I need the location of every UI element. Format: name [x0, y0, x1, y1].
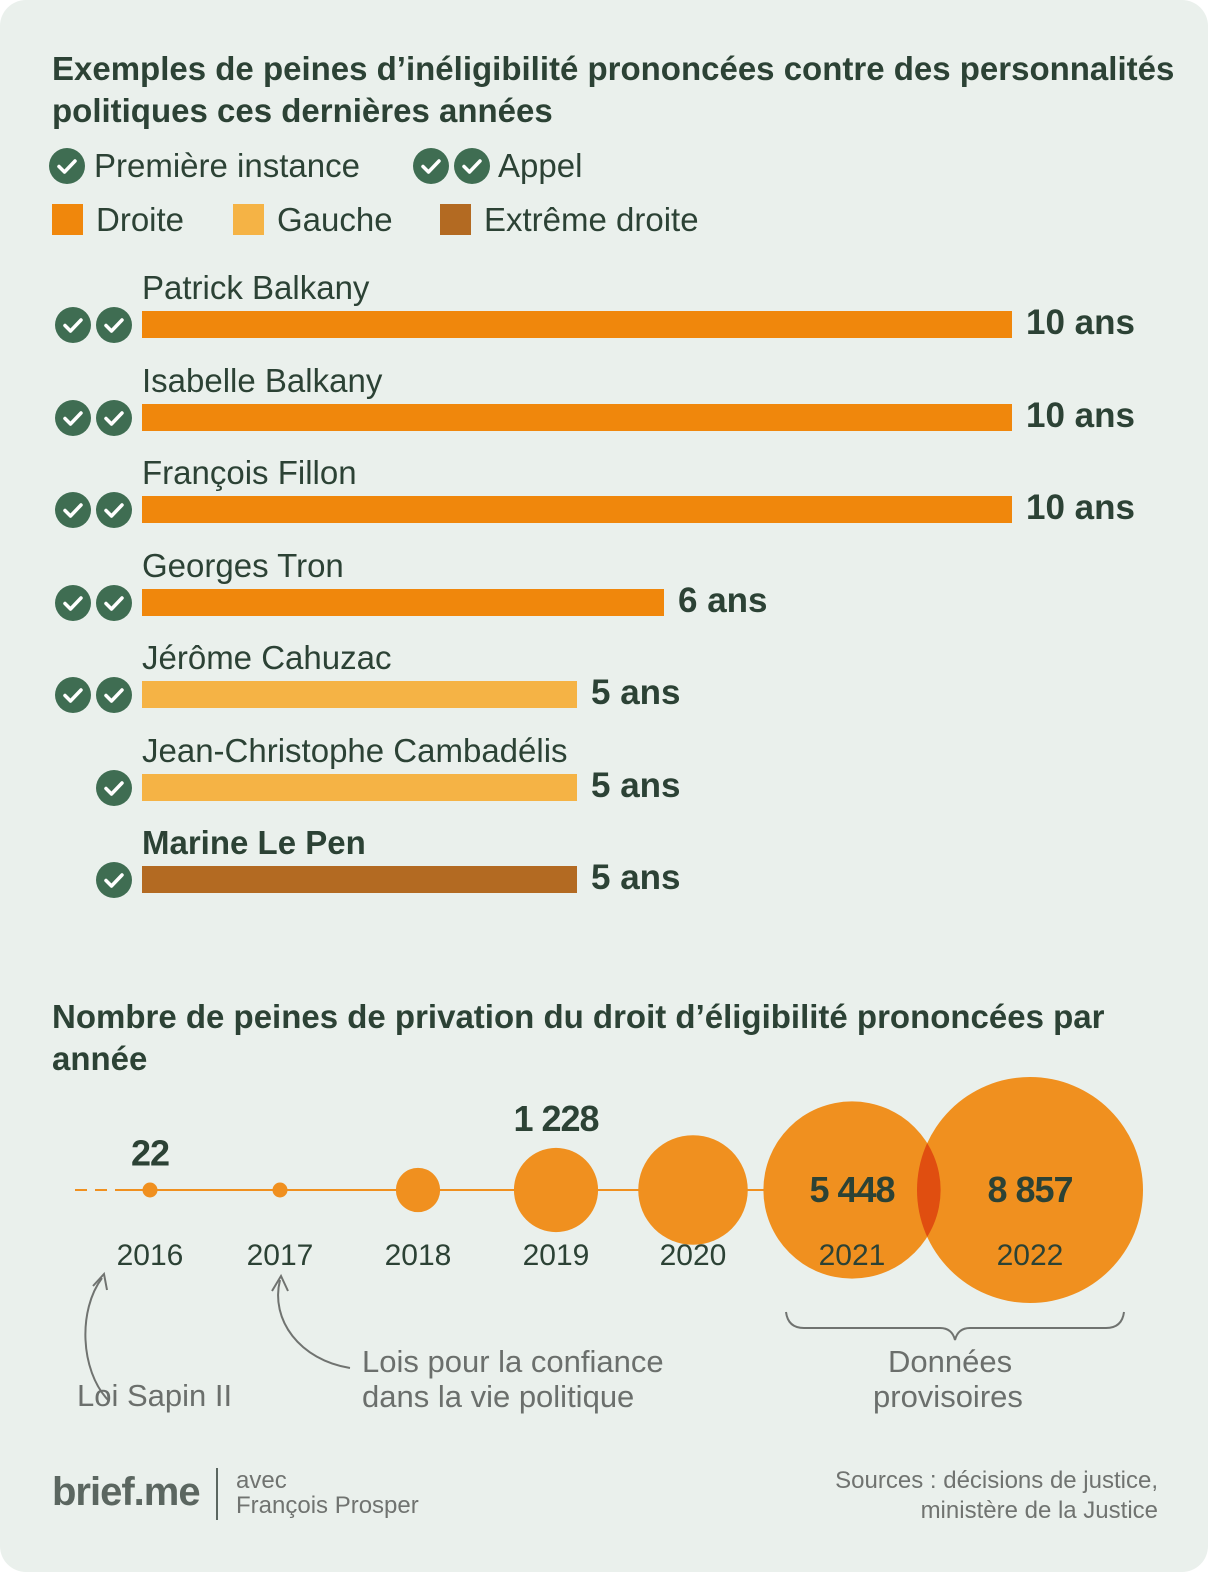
bar: [142, 403, 1012, 431]
annotation-loi-sapin: Loi Sapin II: [77, 1378, 233, 1413]
check-icon: [96, 677, 132, 713]
year-label: 2018: [385, 1239, 452, 1272]
bubble-value-label: 8 857: [987, 1169, 1072, 1210]
check-icon: [96, 307, 132, 343]
bubble: [142, 1182, 158, 1198]
year-label: 2021: [819, 1239, 886, 1272]
bar-value-label: 10 ans: [1026, 488, 1135, 527]
bar-value-label: 5 ans: [591, 765, 681, 805]
bar-value-label: 10 ans: [1026, 395, 1135, 435]
legend-swatch-gauche: [233, 204, 264, 235]
year-label: 2019: [523, 1239, 590, 1272]
footer-with-label: avec: [236, 1467, 287, 1494]
bubble: [917, 1077, 1143, 1303]
annotation-confiance-line1: Lois pour la confiance: [362, 1344, 664, 1379]
chart-title-yearly-count: Nombre de peines de privation du droit d…: [52, 998, 1105, 1077]
bubble-chart-yearly: 2016 22 2017 2018 2019 1 228 2020 2021 5 448 2022…: [75, 1077, 1143, 1303]
check-icon: [55, 584, 91, 621]
check-icon: [55, 399, 91, 436]
bar: [142, 773, 577, 801]
check-icon: [96, 769, 132, 806]
legend-first-instance: Première instance: [94, 147, 360, 184]
bar: [142, 681, 577, 708]
legend-appeal: Appel: [498, 147, 583, 184]
logo-divider: [216, 1468, 218, 1520]
bubble-value-label: 22: [131, 1133, 169, 1174]
legend-swatch-droite: [52, 204, 83, 235]
brace-provisional: [785, 1311, 1125, 1341]
chart-title-ineligibility: Exemples de peines d’inéligibilité prono…: [52, 50, 1175, 129]
bar-label: Marine Le Pen: [142, 824, 366, 861]
check-icon: [413, 148, 449, 184]
bar: [142, 588, 664, 616]
year-label: 2020: [660, 1239, 727, 1272]
bar-value-label: 10 ans: [1026, 303, 1135, 342]
arrow-confiance: [277, 1279, 351, 1369]
bar-value-label: 5 ans: [591, 673, 681, 712]
check-icon: [96, 399, 132, 436]
check-icon: [49, 148, 85, 184]
bar-label: François Fillon: [142, 454, 357, 491]
bar-value-label: 5 ans: [591, 858, 681, 897]
bubble: [763, 1101, 941, 1279]
legend-droite: Droite: [96, 201, 185, 238]
bar: [142, 866, 577, 893]
bubble: [513, 1147, 599, 1233]
bar-value-label: 6 ans: [678, 580, 768, 620]
bar-label: Isabelle Balkany: [142, 361, 383, 399]
bar: [142, 311, 1012, 338]
check-icon: [55, 492, 91, 528]
legend-gauche: Gauche: [277, 201, 393, 238]
arrow-sapin-head: [92, 1271, 108, 1291]
brand-logo: brief.me: [52, 1470, 201, 1514]
annotation-provisional-line1: Données: [888, 1344, 1013, 1379]
annotation-provisional-line2: provisoires: [873, 1379, 1023, 1414]
bubble-value-label: 1 228: [513, 1098, 598, 1139]
check-icon: [55, 677, 91, 713]
check-icon: [55, 307, 91, 343]
bar: [142, 496, 1012, 523]
year-label: 2022: [997, 1239, 1064, 1272]
check-icon: [96, 584, 132, 621]
bar-label: Patrick Balkany: [142, 269, 370, 306]
footer-sources-line2: ministère de la Justice: [920, 1497, 1158, 1524]
year-label: 2017: [247, 1239, 314, 1272]
bar-label: Jérôme Cahuzac: [142, 639, 392, 676]
legend-swatch-extreme-droite: [440, 204, 471, 235]
bubble: [272, 1182, 288, 1198]
check-icon: [96, 862, 132, 898]
annotation-layer: [84, 1271, 1125, 1401]
annotation-confiance-line2: dans la vie politique: [362, 1379, 635, 1414]
year-label: 2016: [117, 1239, 184, 1272]
bar-label: Georges Tron: [142, 546, 344, 584]
bubble: [395, 1167, 441, 1213]
legend-extreme-droite: Extrême droite: [484, 201, 699, 238]
bubble-value-label: 5 448: [809, 1169, 894, 1210]
arrow-sapin: [84, 1277, 109, 1401]
footer-sources-line1: Sources : décisions de justice,: [835, 1467, 1158, 1494]
arrow-confiance-head: [271, 1273, 289, 1292]
bubble: [638, 1135, 748, 1245]
check-icon: [96, 492, 132, 528]
footer-author: François Prosper: [236, 1492, 419, 1519]
bar-label: Jean-Christophe Cambadélis: [142, 731, 568, 769]
check-icon: [454, 148, 490, 184]
